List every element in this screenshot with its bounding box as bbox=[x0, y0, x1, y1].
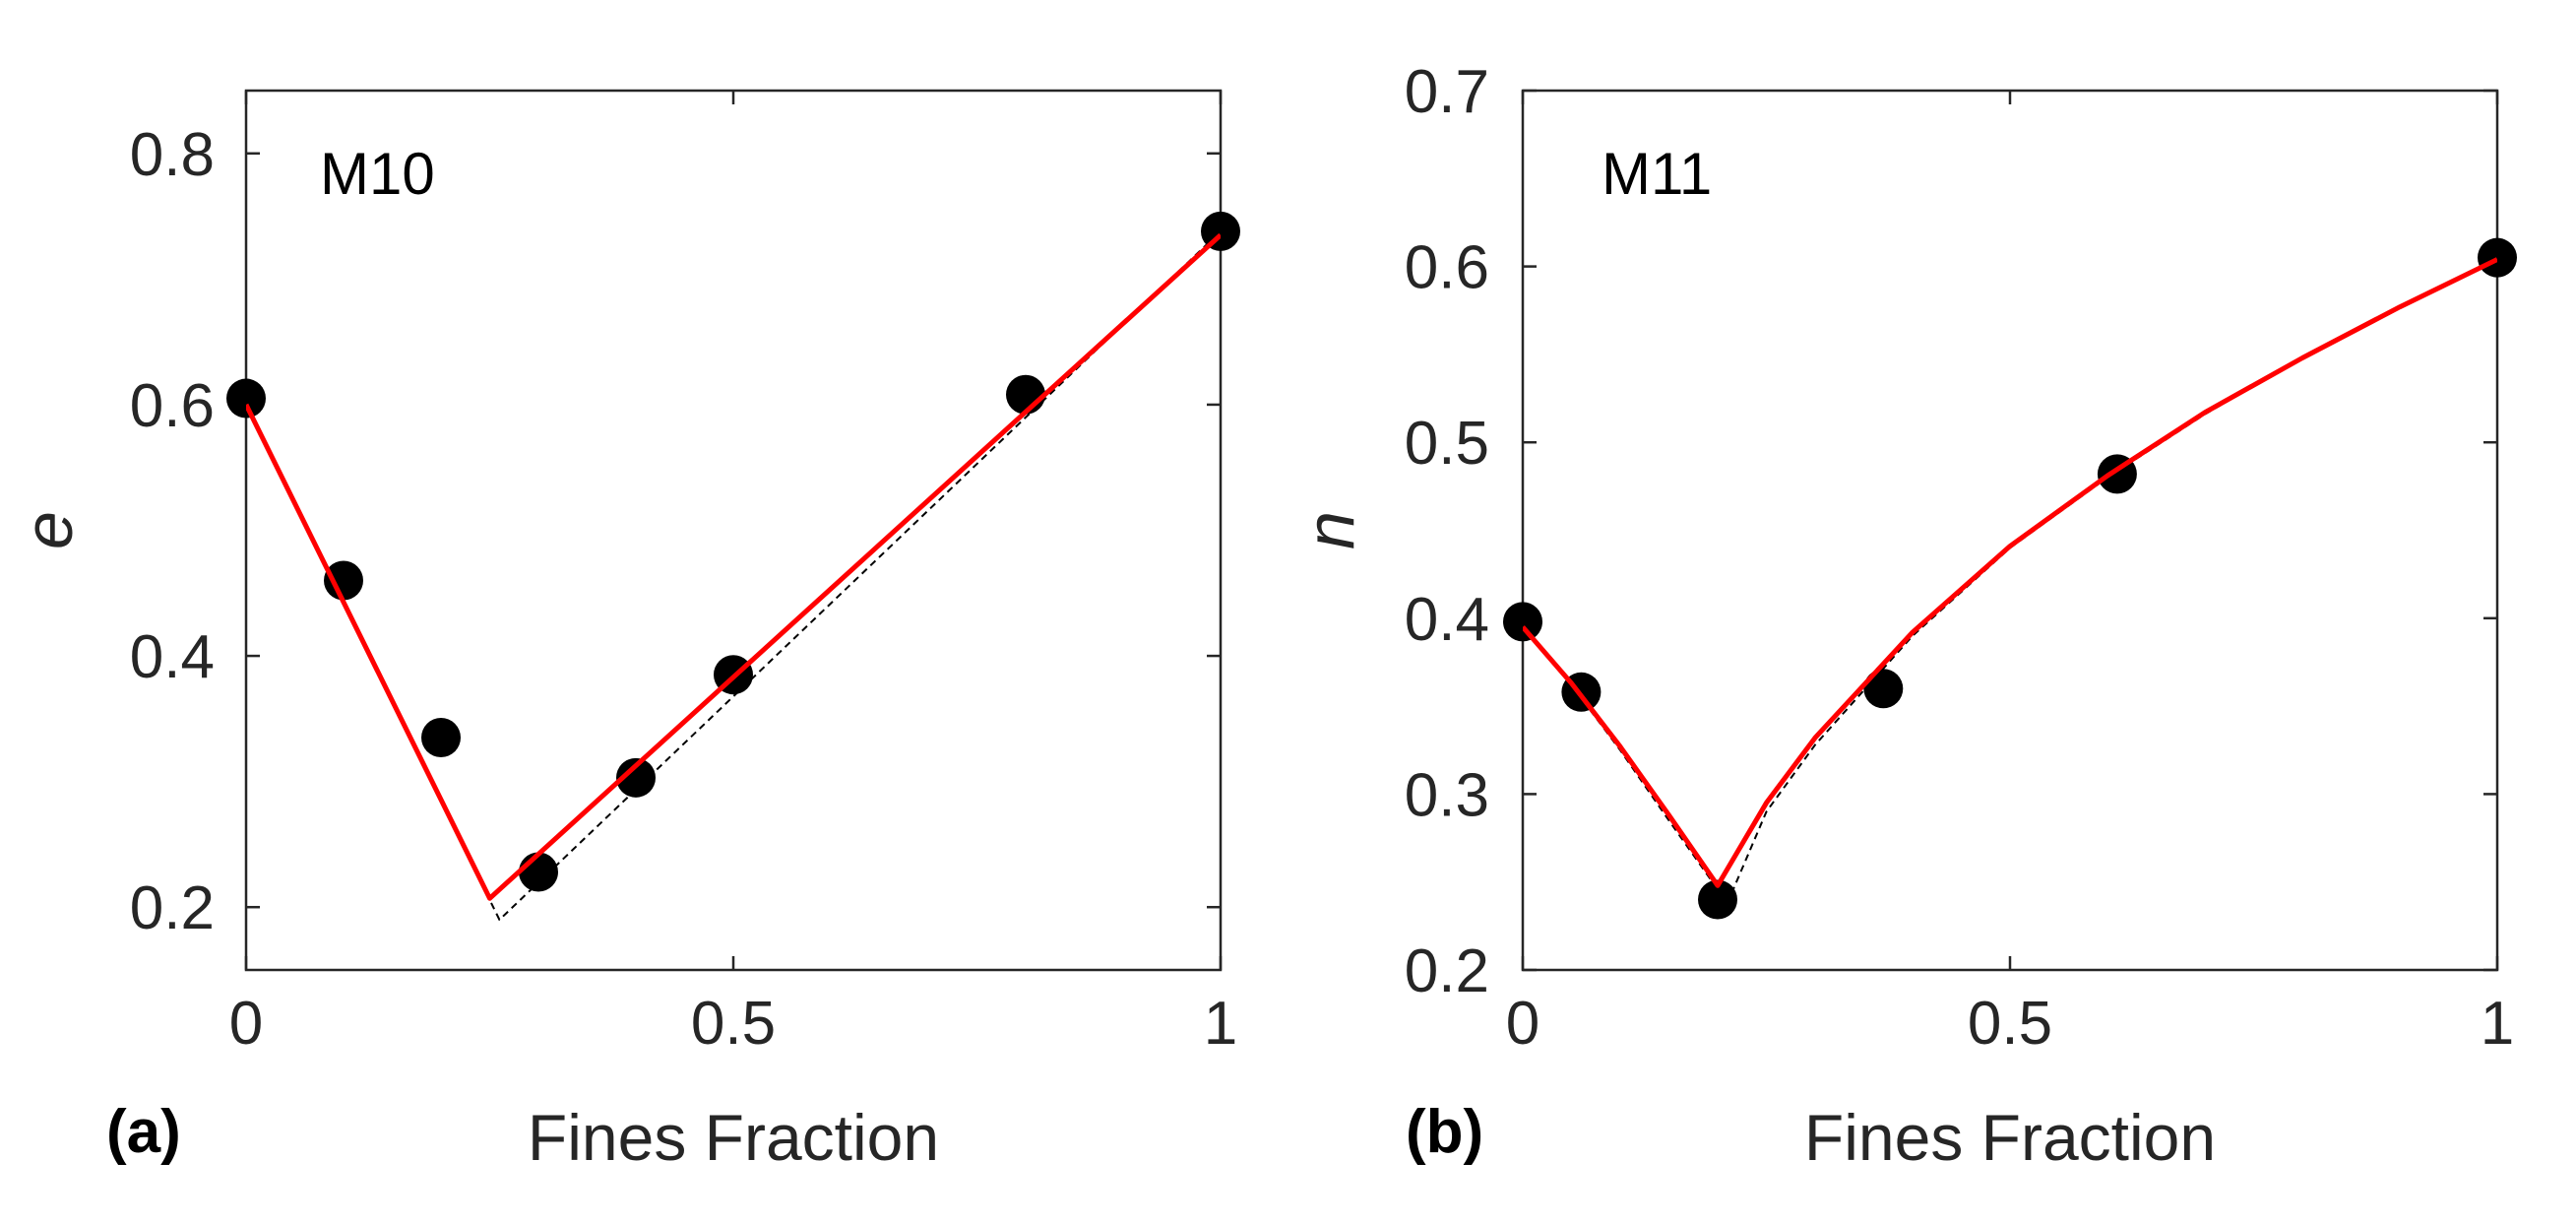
data-point bbox=[1503, 602, 1542, 642]
y-tick-label: 0.8 bbox=[130, 121, 215, 189]
panel-label: (a) bbox=[106, 1098, 181, 1166]
x-tick-label: 0.5 bbox=[1968, 990, 2052, 1058]
panel-a: 0 0.5 1 0.2 0.4 0.6 0.8 M10 Fines Fraction e (a) bbox=[10, 89, 1240, 1174]
y-tick-label: 0.7 bbox=[1405, 58, 1489, 126]
y-tick-label: 0.2 bbox=[1405, 937, 1489, 1005]
x-tick-label: 1 bbox=[2481, 990, 2514, 1058]
data-point bbox=[421, 717, 461, 757]
panel-b: 0 0.5 1 0.2 0.3 0.4 0.5 0.6 0.7 M11 Fines Fraction… bbox=[1291, 58, 2517, 1174]
data-point bbox=[324, 560, 363, 601]
x-tick-label: 0 bbox=[1506, 990, 1539, 1058]
y-tick-label: 0.4 bbox=[130, 623, 215, 691]
x-tick-label: 0 bbox=[229, 990, 263, 1058]
model-annotation: M11 bbox=[1602, 141, 1712, 207]
y-tick-label: 0.6 bbox=[1405, 234, 1489, 302]
series-line-fit bbox=[1523, 257, 2497, 888]
data-point bbox=[519, 852, 558, 892]
y-axis-label: e bbox=[10, 511, 87, 549]
x-axis-label: Fines Fraction bbox=[528, 1101, 939, 1174]
data-point bbox=[2478, 237, 2517, 278]
y-tick-label: 0.3 bbox=[1405, 761, 1489, 829]
x-tick-label: 0.5 bbox=[691, 990, 776, 1058]
data-point bbox=[1863, 669, 1904, 709]
x-axis-label: Fines Fraction bbox=[1804, 1101, 2216, 1174]
data-point bbox=[616, 757, 656, 798]
data-point bbox=[226, 378, 266, 419]
y-tick-label: 0.6 bbox=[130, 372, 215, 440]
panel-label: (b) bbox=[1406, 1098, 1483, 1166]
plot-area bbox=[244, 89, 1223, 972]
x-tick-label: 1 bbox=[1204, 990, 1237, 1058]
y-axis-label: n bbox=[1291, 511, 1368, 549]
data-point bbox=[1006, 374, 1045, 415]
plot-area bbox=[1521, 89, 2499, 972]
y-tick-label: 0.2 bbox=[130, 874, 215, 942]
series-line-fit bbox=[246, 232, 1221, 901]
y-tick-label: 0.5 bbox=[1405, 410, 1489, 478]
data-point bbox=[1698, 879, 1737, 920]
y-tick-label: 0.4 bbox=[1405, 586, 1489, 654]
model-annotation: M10 bbox=[320, 141, 435, 207]
